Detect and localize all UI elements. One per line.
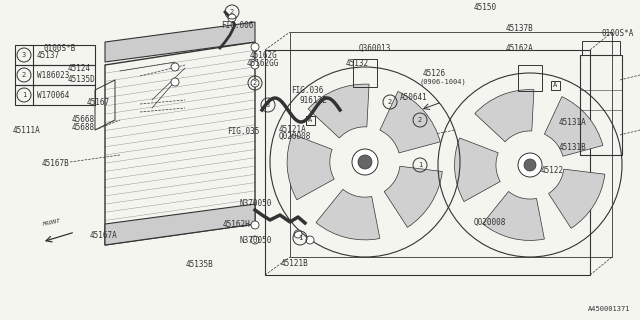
Circle shape <box>251 221 259 229</box>
Text: 0100S*B: 0100S*B <box>44 44 76 53</box>
Wedge shape <box>384 166 442 227</box>
Text: 45167: 45167 <box>86 98 109 107</box>
Circle shape <box>352 149 378 175</box>
Text: 45111A: 45111A <box>13 126 40 135</box>
Wedge shape <box>475 90 534 142</box>
Text: 45124: 45124 <box>67 64 90 73</box>
Text: W186023: W186023 <box>37 70 69 79</box>
Bar <box>518 65 542 91</box>
Text: 0100S*A: 0100S*A <box>602 29 634 38</box>
Circle shape <box>171 63 179 71</box>
Text: 45137B: 45137B <box>506 24 533 33</box>
Text: 45126: 45126 <box>422 69 445 78</box>
Text: 91612E: 91612E <box>300 96 327 105</box>
Wedge shape <box>454 138 500 202</box>
Text: A: A <box>308 117 312 123</box>
Wedge shape <box>287 134 334 200</box>
Bar <box>305 116 314 124</box>
Text: 45167A: 45167A <box>90 231 117 240</box>
Text: FIG.006: FIG.006 <box>221 21 253 30</box>
Circle shape <box>251 61 259 69</box>
Bar <box>15 65 95 85</box>
Wedge shape <box>545 97 603 156</box>
Text: 45135D: 45135D <box>67 76 95 84</box>
Bar <box>353 59 377 87</box>
Bar <box>580 55 622 155</box>
Text: 45688: 45688 <box>72 123 95 132</box>
Text: A: A <box>553 82 557 88</box>
Circle shape <box>518 153 542 177</box>
Text: A50641: A50641 <box>400 93 428 102</box>
Text: 45167B: 45167B <box>42 159 69 168</box>
Circle shape <box>251 79 259 87</box>
Text: 2: 2 <box>388 99 392 105</box>
Text: Q360013: Q360013 <box>358 44 391 53</box>
Circle shape <box>306 236 314 244</box>
Text: 45668: 45668 <box>72 116 95 124</box>
Circle shape <box>228 14 236 22</box>
Text: 1: 1 <box>22 92 26 98</box>
Wedge shape <box>548 169 605 228</box>
Circle shape <box>524 159 536 171</box>
Text: 2: 2 <box>253 80 257 86</box>
Text: 2: 2 <box>230 9 234 15</box>
Text: N370050: N370050 <box>240 236 273 245</box>
Text: 45162H: 45162H <box>223 220 250 229</box>
Text: 45131A: 45131A <box>559 118 586 127</box>
Text: 45162G: 45162G <box>250 51 277 60</box>
Text: N370050: N370050 <box>240 199 273 208</box>
Text: 2: 2 <box>418 117 422 123</box>
Circle shape <box>171 78 179 86</box>
Text: A450001371: A450001371 <box>588 306 630 312</box>
Text: 45121A: 45121A <box>278 125 306 134</box>
Bar <box>582 41 620 55</box>
Text: FIG.036: FIG.036 <box>291 86 324 95</box>
Polygon shape <box>105 204 255 245</box>
Text: 45162GG: 45162GG <box>246 60 279 68</box>
Text: Q020008: Q020008 <box>278 132 311 141</box>
Bar <box>15 85 95 105</box>
Text: FRONT: FRONT <box>42 218 61 227</box>
Text: 45122: 45122 <box>541 166 564 175</box>
Bar <box>15 45 95 65</box>
Text: 1: 1 <box>418 162 422 168</box>
Circle shape <box>358 155 372 169</box>
Text: (0906-1004): (0906-1004) <box>419 78 466 85</box>
Text: 3: 3 <box>266 102 270 108</box>
Text: 3: 3 <box>22 52 26 58</box>
Circle shape <box>251 43 259 51</box>
Text: 45131B: 45131B <box>559 143 586 152</box>
Text: 45121B: 45121B <box>280 260 308 268</box>
Wedge shape <box>380 92 440 153</box>
Text: 1: 1 <box>298 235 302 241</box>
Text: 45150: 45150 <box>474 4 497 12</box>
Text: Q020008: Q020008 <box>474 218 506 227</box>
Text: 45132: 45132 <box>346 60 369 68</box>
Text: W170064: W170064 <box>37 91 69 100</box>
Text: 45135B: 45135B <box>186 260 213 269</box>
Text: FIG.035: FIG.035 <box>227 127 260 136</box>
Circle shape <box>251 236 259 244</box>
Polygon shape <box>105 22 255 62</box>
Wedge shape <box>316 189 380 240</box>
Text: 2: 2 <box>22 72 26 78</box>
Text: 45137: 45137 <box>37 51 60 60</box>
Bar <box>550 81 559 90</box>
Wedge shape <box>308 84 369 138</box>
Wedge shape <box>483 191 545 240</box>
Circle shape <box>294 230 302 238</box>
Text: 45162A: 45162A <box>506 44 533 53</box>
